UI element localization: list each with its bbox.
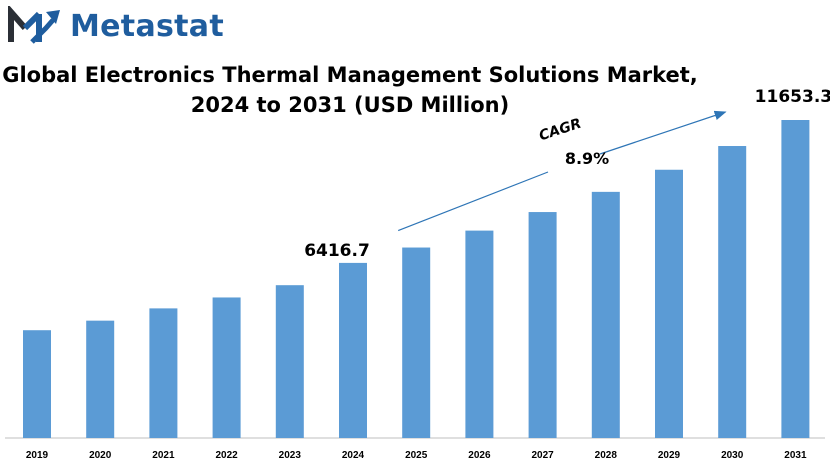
x-tick-label-2020: 2020 [89,450,112,461]
bar-2029 [655,169,683,439]
x-tick-label-2024: 2024 [342,450,365,461]
chart-title-line2: 2024 to 2031 (USD Million) [190,93,510,117]
bar-2022 [212,297,241,438]
bar-2027 [528,212,557,438]
cagr-arrow-line [397,171,549,232]
bar-2030 [718,146,747,438]
bar-2021 [149,308,178,438]
metastat-logo-icon [8,6,60,44]
brand-name: Metastat [70,8,224,44]
x-tick-label-2019: 2019 [26,450,49,461]
x-tick-label-2031: 2031 [784,450,807,461]
x-tick-label-2025: 2025 [405,450,428,461]
x-tick-label-2030: 2030 [721,450,744,461]
x-tick-label-2023: 2023 [279,450,302,461]
chart-title: Global Electronics Thermal Management So… [0,60,700,120]
brand-logo: Metastat [8,6,224,46]
bar-2031 [781,120,810,438]
bar-2026 [465,230,494,438]
bar-2028 [591,191,620,438]
bar-2019 [23,330,51,438]
x-tick-label-2029: 2029 [658,450,681,461]
bar-2024 [339,262,367,438]
x-tick-label-2028: 2028 [595,450,618,461]
data-label-2031: 11653.3 [755,87,830,107]
cagr-value: 8.9% [565,149,609,168]
data-label-2024: 6416.7 [304,241,370,261]
bar-2025 [402,247,431,438]
x-tick-label-2026: 2026 [468,450,491,461]
x-tick-label-2022: 2022 [215,450,238,461]
x-tick-label-2021: 2021 [152,450,175,461]
bar-2023 [275,285,304,438]
cagr-label: CAGR [537,116,583,145]
chart-title-line1: Global Electronics Thermal Management So… [2,63,698,87]
bar-2020 [86,320,115,438]
cagr-arrow-head-line [599,110,727,155]
x-tick-label-2027: 2027 [531,450,554,461]
